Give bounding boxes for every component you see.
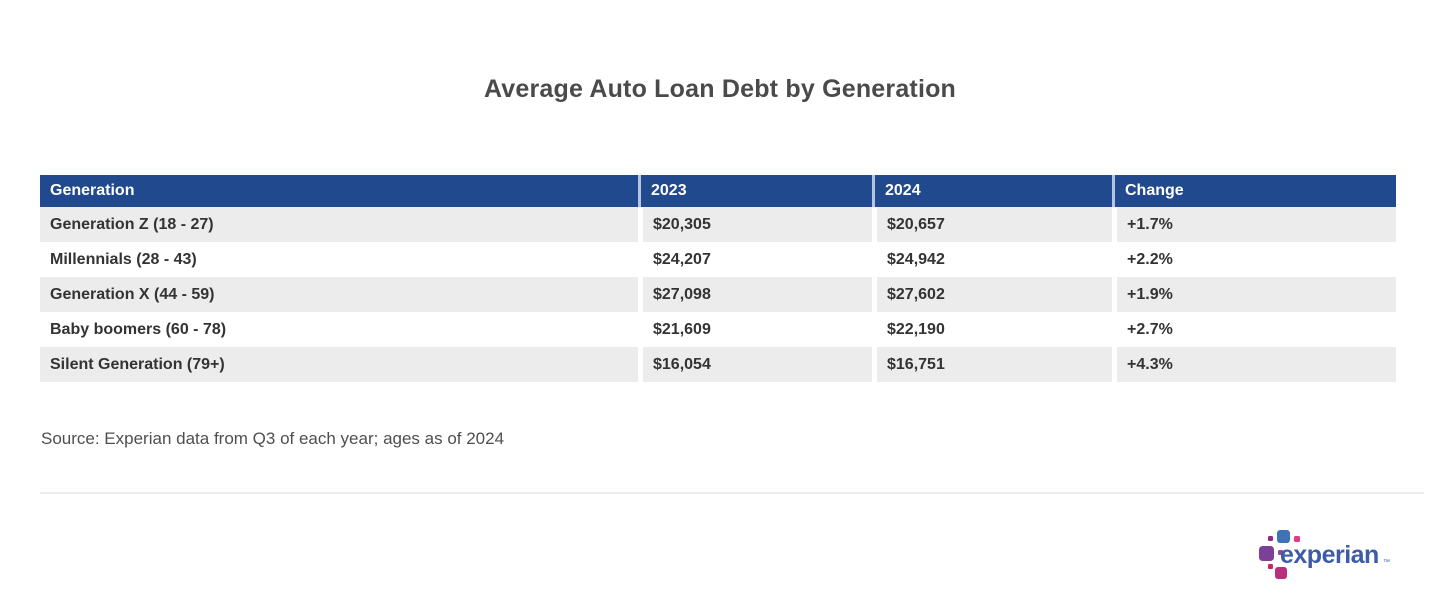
cell-generation: Millennials (28 - 43) (40, 242, 638, 277)
cell-2024-value: $22,190 (872, 312, 1112, 347)
page-title: Average Auto Loan Debt by Generation (483, 75, 957, 103)
data-table: Generation 2023 2024 Change Generation Z… (40, 175, 1396, 382)
experian-logo: experian ™ (1256, 526, 1394, 586)
cell-2023-value: $24,207 (638, 242, 872, 277)
auto-loan-debt-table: Generation 2023 2024 Change Generation Z… (40, 175, 1396, 382)
column-header-change: Change (1112, 175, 1396, 207)
cell-2023-value: $27,098 (638, 277, 872, 312)
table-row: Baby boomers (60 - 78) $21,609 $22,190 +… (40, 312, 1396, 347)
cell-2023-value: $20,305 (638, 207, 872, 242)
trademark-symbol: ™ (1383, 559, 1390, 566)
table-row: Generation Z (18 - 27) $20,305 $20,657 +… (40, 207, 1396, 242)
experian-logo-graphic: experian ™ (1259, 530, 1390, 579)
horizontal-divider (40, 492, 1424, 494)
cell-2023-value: $21,609 (638, 312, 872, 347)
cell-generation: Generation X (44 - 59) (40, 277, 638, 312)
table-row: Generation X (44 - 59) $27,098 $27,602 +… (40, 277, 1396, 312)
cell-2024-value: $27,602 (872, 277, 1112, 312)
cell-generation: Baby boomers (60 - 78) (40, 312, 638, 347)
cell-2024-value: $20,657 (872, 207, 1112, 242)
cell-change-value: +1.9% (1112, 277, 1396, 312)
table-body: Generation Z (18 - 27) $20,305 $20,657 +… (40, 207, 1396, 382)
experian-wordmark: experian (1280, 541, 1379, 569)
cell-2024-value: $16,751 (872, 347, 1112, 382)
column-header-2024: 2024 (872, 175, 1112, 207)
cell-change-value: +4.3% (1112, 347, 1396, 382)
experian-logo-mark (1259, 530, 1300, 579)
column-header-2023: 2023 (638, 175, 872, 207)
cell-2023-value: $16,054 (638, 347, 872, 382)
table-row: Silent Generation (79+) $16,054 $16,751 … (40, 347, 1396, 382)
cell-change-value: +2.7% (1112, 312, 1396, 347)
table-header: Generation 2023 2024 Change (40, 175, 1396, 207)
cell-2024-value: $24,942 (872, 242, 1112, 277)
column-header-generation: Generation (40, 175, 638, 207)
cell-change-value: +2.2% (1112, 242, 1396, 277)
table-row: Millennials (28 - 43) $24,207 $24,942 +2… (40, 242, 1396, 277)
table-header-row: Generation 2023 2024 Change (40, 175, 1396, 207)
cell-generation: Silent Generation (79+) (40, 347, 638, 382)
cell-generation: Generation Z (18 - 27) (40, 207, 638, 242)
cell-change-value: +1.7% (1112, 207, 1396, 242)
source-note: Source: Experian data from Q3 of each ye… (41, 429, 505, 448)
